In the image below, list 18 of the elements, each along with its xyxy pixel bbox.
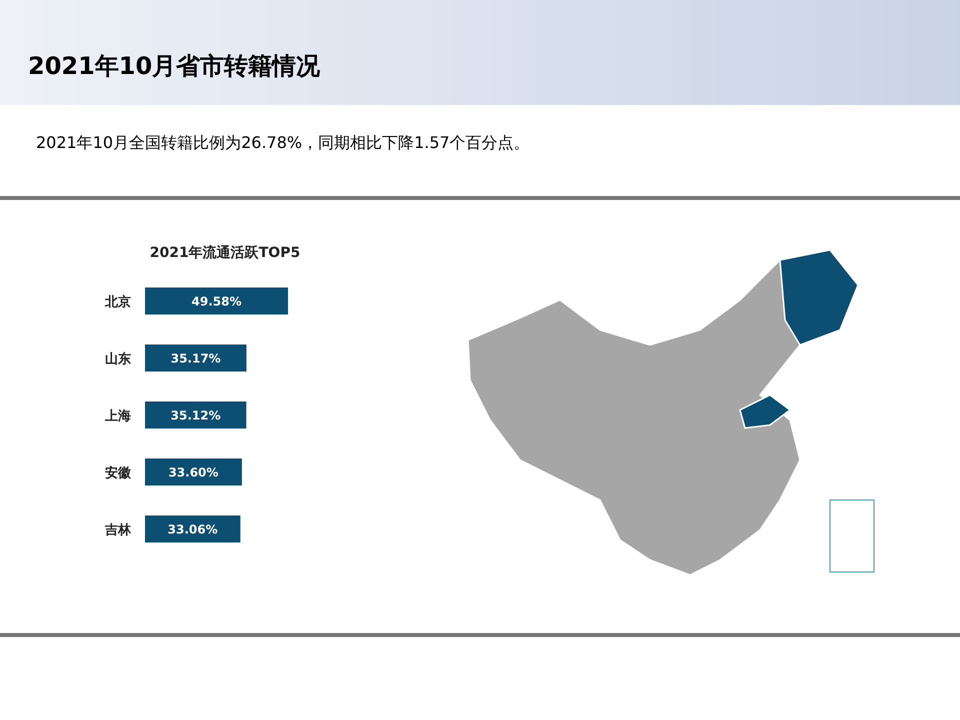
text: 2021年10月全国转籍比例为26.78%，同期相比下降1.57个百分点。 [36,133,530,152]
bar [145,288,288,314]
y-tick-label: 北京 [104,294,131,310]
bar [145,516,240,542]
bar [145,344,246,372]
y-tick-label: 上海 [104,409,131,424]
chart-title: 2021年流通活跃TOP5 [150,244,300,261]
data-label: 49.58% [192,294,242,308]
data-label: 33.60% [168,466,218,480]
text: 2021年10月省市转籍情况 [28,52,322,80]
data-label: 35.17% [170,352,221,366]
y-tick-label: 吉林 [104,523,132,538]
y-tick-label: 安徽 [105,465,132,481]
bar [145,402,246,428]
data-label: 33.06% [168,522,218,536]
data-label: 35.12% [170,408,221,422]
y-tick-label: 山东 [105,351,131,367]
bar [145,458,242,486]
